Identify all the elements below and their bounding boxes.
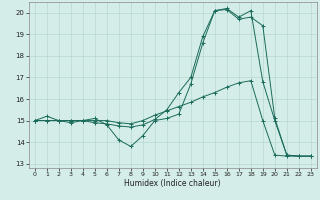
X-axis label: Humidex (Indice chaleur): Humidex (Indice chaleur): [124, 179, 221, 188]
